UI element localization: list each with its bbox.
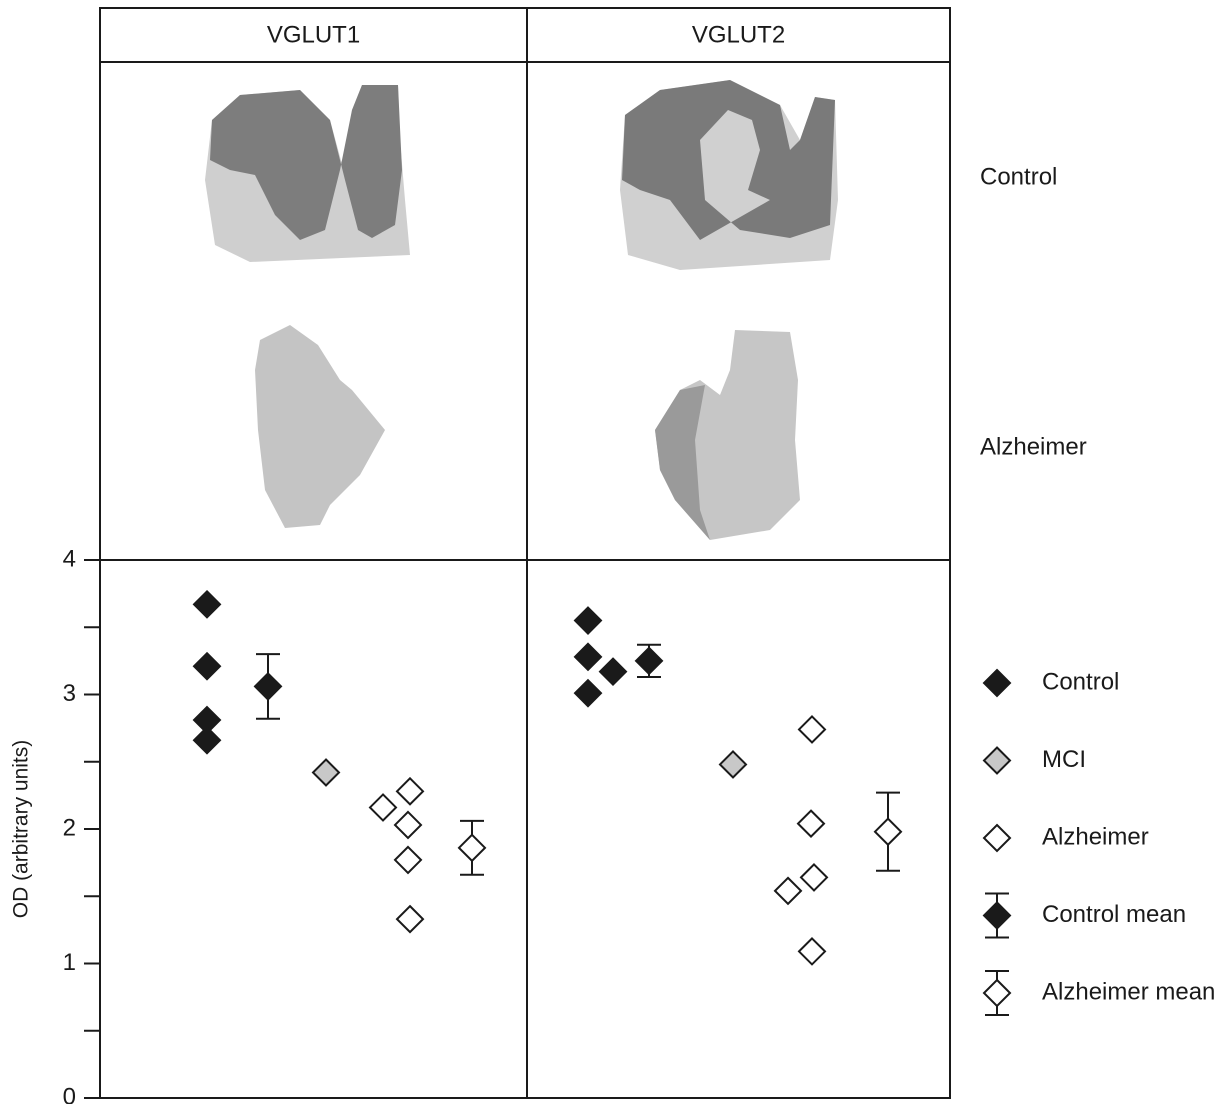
data-point [573,606,603,635]
mean-point [634,646,664,676]
data-point [368,793,398,822]
y-axis-label: OD (arbitrary units) [10,740,33,919]
legend-marker [982,746,1012,775]
data-point [393,845,423,875]
data-point [192,651,222,681]
legend-label: Control mean [1042,901,1186,928]
legend-marker [982,901,1012,930]
data-point [393,810,423,840]
image-label: Control [980,163,1057,190]
data-point [598,657,628,687]
panel-title: VGLUT2 [692,21,785,48]
data-point [395,776,425,806]
data-point [573,642,603,672]
legend-marker [982,668,1012,698]
data-point [797,936,827,966]
image-label: Alzheimer [980,433,1087,460]
data-point [192,589,222,619]
y-tick-label: 1 [63,949,76,976]
mean-point [253,672,283,701]
tissue-images [205,80,838,540]
frame [99,7,951,1099]
legend-label: Alzheimer [1042,823,1149,850]
data-point [718,750,748,779]
data-point [796,809,826,839]
y-tick-label: 4 [63,545,76,572]
y-tick-label: 3 [63,680,76,707]
data-point [573,678,603,708]
legend-label: MCI [1042,746,1086,773]
y-tick-label: 2 [63,814,76,841]
data-point [395,904,425,934]
mean-point [873,817,903,847]
y-tick-label: 0 [63,1083,76,1104]
panel-title: VGLUT1 [267,21,360,48]
data-point [773,876,803,906]
data-point [797,715,827,744]
data-point [192,725,222,755]
legend-label: Alzheimer mean [1042,978,1215,1005]
mean-point [457,833,487,863]
data-point [799,863,829,892]
legend-marker [982,823,1012,853]
legend-label: Control [1042,668,1119,695]
legend-marker [982,978,1012,1008]
data-point [311,758,341,787]
